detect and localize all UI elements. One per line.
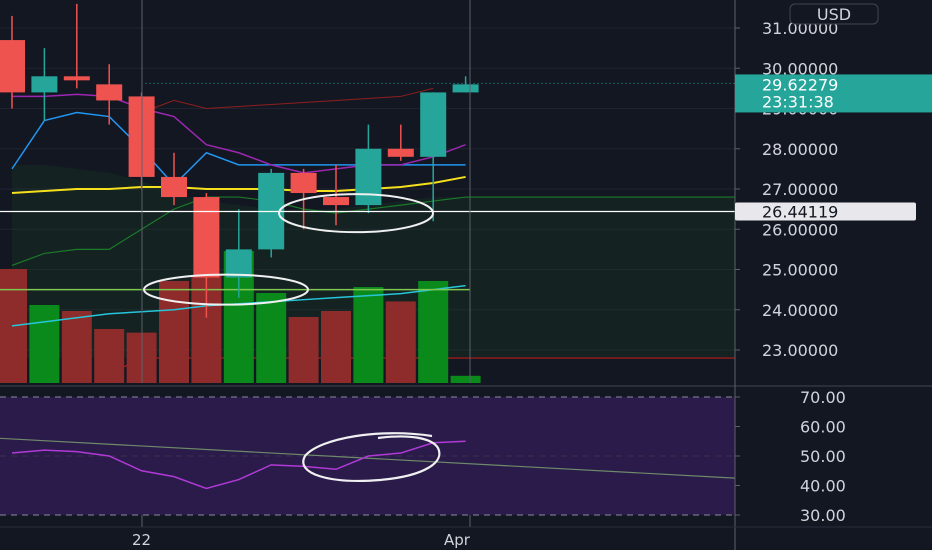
candle-body [63, 76, 90, 81]
candle-body [323, 197, 349, 206]
candle-body [31, 76, 58, 93]
candle-body [161, 176, 187, 198]
candle-body [290, 172, 317, 194]
candle-body [193, 197, 220, 278]
volume-bar [256, 293, 287, 383]
price-tick-label: 24.00000 [762, 301, 838, 320]
candle-body [96, 84, 123, 101]
rsi-tick-label: 50.00 [800, 447, 846, 466]
price-tick-label: 26.00000 [762, 220, 838, 239]
countdown-label: 23:31:38 [762, 92, 834, 111]
volume-bar [288, 317, 319, 383]
time-tick-label: 22 [132, 531, 151, 549]
crosshair-price-label: 26.44119 [762, 202, 838, 221]
current-price-label: 29.62279 [762, 75, 838, 94]
cloud-line-red [108, 357, 735, 375]
price-tick-label: 27.00000 [762, 180, 838, 199]
moving-average-yellow [11, 175, 466, 195]
price-tick-label: 25.00000 [762, 261, 838, 280]
rsi-tick-label: 70.00 [800, 388, 846, 407]
volume-bar [159, 281, 189, 383]
rsi-tick-label: 40.00 [800, 477, 846, 496]
cloud-line-darkred [141, 87, 434, 113]
volume-bar [94, 329, 125, 383]
candle-body [452, 84, 479, 93]
candle-body [355, 148, 382, 206]
crosshair-price-tag [735, 202, 916, 221]
volume-bar [321, 311, 351, 383]
volume-bar [29, 305, 60, 383]
candle-body [0, 40, 25, 93]
rsi-trendline [0, 437, 736, 479]
volume-bar [418, 281, 449, 383]
rsi-tick-label: 60.00 [800, 418, 846, 437]
rsi-tick-label: 30.00 [800, 506, 846, 525]
annotation-ellipse [143, 273, 309, 306]
price-tick-label: 28.00000 [762, 140, 838, 159]
candle-body [387, 148, 414, 157]
annotation-ellipse [278, 193, 434, 234]
cloud-line-green [11, 196, 735, 267]
current-price-tag [735, 74, 932, 113]
price-tick-label: 23.00000 [762, 341, 838, 360]
volume-bar [385, 301, 416, 383]
rsi-line [11, 440, 466, 490]
price-tick-label: 30.00000 [762, 59, 838, 78]
candle-body [225, 249, 252, 278]
currency-box[interactable] [789, 3, 879, 25]
volume-bar [61, 311, 92, 383]
volume-bar [353, 287, 384, 383]
rsi-pane [0, 396, 736, 516]
price-pane [0, 0, 932, 527]
annotation-ellipse [302, 432, 441, 482]
volume-bar [450, 375, 481, 383]
candle-body [420, 92, 447, 157]
currency-label[interactable]: USD [817, 5, 851, 24]
time-tick-label: Apr [444, 531, 471, 549]
moving-average-purple [12, 93, 466, 174]
